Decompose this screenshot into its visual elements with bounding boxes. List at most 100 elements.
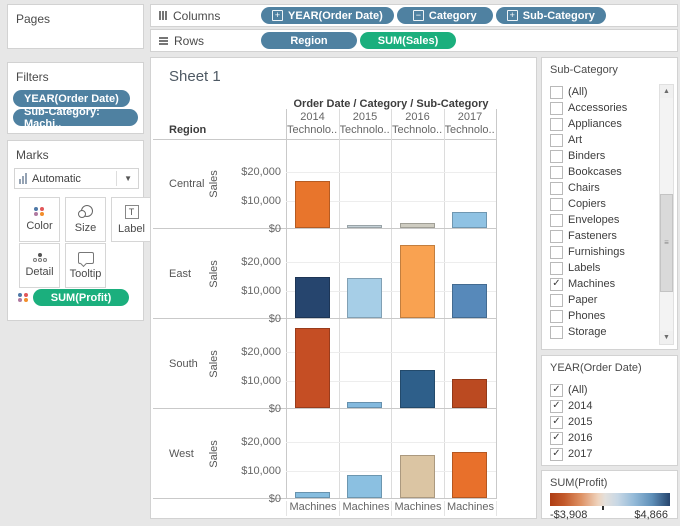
bar-south-2014[interactable] bbox=[295, 328, 330, 408]
category-header-2017[interactable]: Technolo.. bbox=[444, 124, 495, 136]
subcategory-item-copiers[interactable]: Copiers bbox=[546, 196, 657, 212]
subcategory-item-furnishings[interactable]: Furnishings bbox=[546, 244, 657, 260]
checkbox-unchecked[interactable] bbox=[550, 325, 563, 339]
filter-pill-year-order-date[interactable]: YEAR(Order Date) bbox=[13, 90, 130, 107]
checkbox-checked[interactable]: ✓ bbox=[550, 277, 563, 291]
bar-west-2015[interactable] bbox=[347, 475, 382, 498]
tooltip-button[interactable]: Tooltip bbox=[65, 243, 106, 288]
bar-east-2016[interactable] bbox=[400, 245, 435, 318]
bar-east-2015[interactable] bbox=[347, 278, 382, 318]
pages-shelf[interactable]: Pages bbox=[7, 4, 144, 49]
bar-south-2016[interactable] bbox=[400, 370, 435, 408]
checkbox-unchecked[interactable] bbox=[550, 165, 563, 179]
marks-buttons-row2: Detail Tooltip bbox=[19, 243, 106, 288]
subcategory-item-accessories[interactable]: Accessories bbox=[546, 100, 657, 116]
subcategory-item-art[interactable]: Art bbox=[546, 132, 657, 148]
year-header-2014[interactable]: 2014 bbox=[300, 111, 325, 123]
bar-south-2015[interactable] bbox=[347, 402, 382, 408]
year-item-2014[interactable]: ✓ 2014 bbox=[546, 398, 673, 414]
checkbox-unchecked[interactable] bbox=[550, 261, 563, 275]
scrollbar[interactable]: ▲ ≡ ▼ bbox=[659, 84, 674, 345]
year-header-2015[interactable]: 2015 bbox=[352, 111, 378, 123]
checkbox-unchecked[interactable] bbox=[550, 117, 563, 131]
subcategory-item-labels[interactable]: Labels bbox=[546, 260, 657, 276]
x-label-machines-3[interactable]: Machines bbox=[444, 501, 497, 516]
checkbox-unchecked[interactable] bbox=[550, 197, 563, 211]
checkbox-unchecked[interactable] bbox=[550, 293, 563, 307]
x-label-machines-1[interactable]: Machines bbox=[339, 501, 392, 516]
size-button[interactable]: Size bbox=[65, 197, 106, 242]
checkbox-unchecked[interactable] bbox=[550, 181, 563, 195]
bar-east-2017[interactable] bbox=[452, 284, 487, 318]
subcategory-item-appliances[interactable]: Appliances bbox=[546, 116, 657, 132]
label-button[interactable]: T Label bbox=[111, 197, 152, 242]
x-label-machines-2[interactable]: Machines bbox=[391, 501, 444, 516]
year-header-2017[interactable]: 2017 bbox=[457, 111, 483, 123]
pill-sum-sales[interactable]: SUM(Sales) bbox=[360, 32, 456, 49]
pill-region[interactable]: Region bbox=[261, 32, 357, 49]
row-header-central[interactable]: Central bbox=[169, 178, 205, 190]
category-header-2015[interactable]: Technolo.. bbox=[339, 124, 390, 136]
subcategory-item-phones[interactable]: Phones bbox=[546, 308, 657, 324]
chevron-down-icon[interactable]: ▼ bbox=[124, 174, 132, 183]
x-label-machines-0[interactable]: Machines bbox=[286, 501, 339, 516]
bar-west-2017[interactable] bbox=[452, 452, 487, 498]
checkbox-checked[interactable]: ✓ bbox=[550, 399, 563, 413]
bar-south-2017[interactable] bbox=[452, 379, 487, 408]
checkbox-unchecked[interactable] bbox=[550, 245, 563, 259]
checkbox-unchecked[interactable] bbox=[550, 213, 563, 227]
subcategory-item-storage[interactable]: Storage bbox=[546, 324, 657, 340]
bar-central-2015[interactable] bbox=[347, 225, 382, 228]
category-header-2014[interactable]: Technolo.. bbox=[287, 124, 338, 136]
detail-button[interactable]: Detail bbox=[19, 243, 60, 288]
checkbox-unchecked[interactable] bbox=[550, 101, 563, 115]
row-header-south[interactable]: South bbox=[169, 358, 198, 370]
bar-west-2014[interactable] bbox=[295, 492, 330, 498]
checkbox-unchecked[interactable] bbox=[550, 309, 563, 323]
bar-east-2014[interactable] bbox=[295, 277, 330, 318]
row-header-west[interactable]: West bbox=[169, 448, 194, 460]
facet-title[interactable]: Order Date / Category / Sub-Category bbox=[293, 98, 489, 110]
color-button[interactable]: Color bbox=[19, 197, 60, 242]
subcategory-item-bookcases[interactable]: Bookcases bbox=[546, 164, 657, 180]
year-item-2017[interactable]: ✓ 2017 bbox=[546, 446, 673, 461]
bar-central-2017[interactable] bbox=[452, 212, 487, 228]
subcategory-item-binders[interactable]: Binders bbox=[546, 148, 657, 164]
year-item-2015[interactable]: ✓ 2015 bbox=[546, 414, 673, 430]
bar-central-2014[interactable] bbox=[295, 181, 330, 228]
scrollbar-up-button[interactable]: ▲ bbox=[660, 85, 673, 98]
subcategory-item-envelopes[interactable]: Envelopes bbox=[546, 212, 657, 228]
subcategory-item-machines[interactable]: ✓ Machines bbox=[546, 276, 657, 292]
checkbox-checked[interactable]: ✓ bbox=[550, 431, 563, 445]
profit-encoding-pill[interactable]: SUM(Profit) bbox=[33, 289, 129, 306]
checkbox-checked[interactable]: ✓ bbox=[550, 447, 563, 461]
region-header[interactable]: Region bbox=[169, 124, 207, 136]
row-header-east[interactable]: East bbox=[169, 268, 192, 280]
y-tick-label: $20,000 bbox=[241, 166, 281, 178]
checkbox-unchecked[interactable] bbox=[550, 133, 563, 147]
checkbox-checked[interactable]: ✓ bbox=[550, 415, 563, 429]
year-header-2016[interactable]: 2016 bbox=[405, 111, 430, 123]
checkbox-unchecked[interactable] bbox=[550, 85, 563, 99]
scrollbar-down-button[interactable]: ▼ bbox=[660, 331, 673, 344]
year-item-all[interactable]: ✓ (All) bbox=[546, 382, 673, 398]
bar-central-2016[interactable] bbox=[400, 223, 435, 228]
pill-year-order-date[interactable]: + YEAR(Order Date) bbox=[261, 7, 394, 24]
pill-sub-category[interactable]: + Sub-Category bbox=[495, 7, 606, 24]
columns-shelf[interactable]: Columns + YEAR(Order Date) − Category + Sub-C… bbox=[150, 4, 678, 27]
year-item-2016[interactable]: ✓ 2016 bbox=[546, 430, 673, 446]
subcategory-item-all[interactable]: (All) bbox=[546, 84, 657, 100]
pill-category[interactable]: − Category bbox=[396, 7, 493, 24]
category-header-2016[interactable]: Technolo.. bbox=[392, 124, 443, 136]
mark-type-dropdown[interactable]: Automatic ▼ bbox=[14, 168, 139, 189]
bar-west-2016[interactable] bbox=[400, 455, 435, 498]
checkbox-unchecked[interactable] bbox=[550, 149, 563, 163]
filter-pill-sub-category-machi[interactable]: Sub-Category: Machi.. bbox=[13, 106, 138, 130]
subcategory-item-chairs[interactable]: Chairs bbox=[546, 180, 657, 196]
scrollbar-thumb[interactable]: ≡ bbox=[660, 193, 673, 293]
checkbox-unchecked[interactable] bbox=[550, 229, 563, 243]
subcategory-item-paper[interactable]: Paper bbox=[546, 292, 657, 308]
checkbox-checked[interactable]: ✓ bbox=[550, 383, 563, 397]
rows-shelf[interactable]: Rows Region SUM(Sales) bbox=[150, 29, 678, 52]
subcategory-item-fasteners[interactable]: Fasteners bbox=[546, 228, 657, 244]
